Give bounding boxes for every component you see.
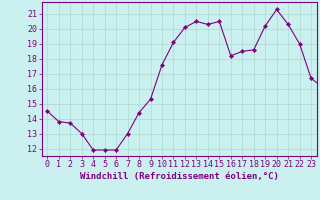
X-axis label: Windchill (Refroidissement éolien,°C): Windchill (Refroidissement éolien,°C) [80,172,279,181]
